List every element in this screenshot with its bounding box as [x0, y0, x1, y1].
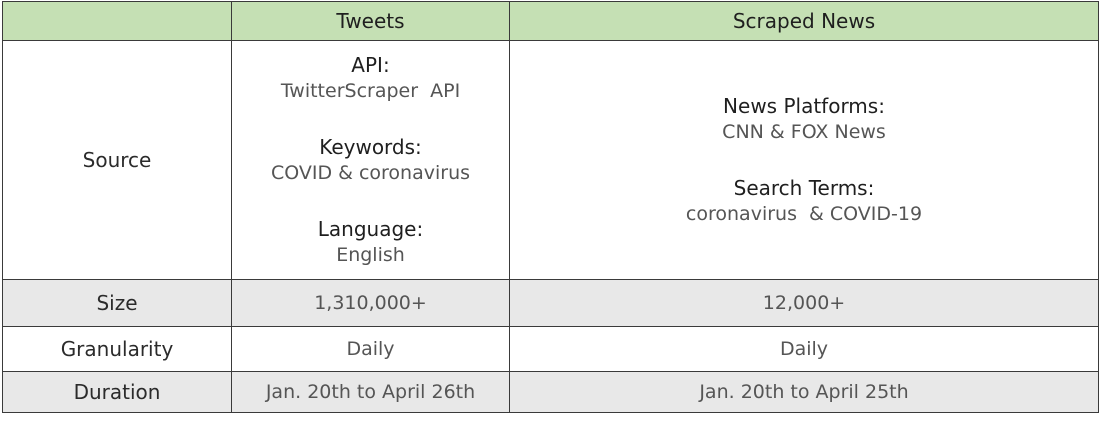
language-value: English: [336, 244, 405, 266]
duration-news-cell: Jan. 20th to April 25th: [509, 371, 1099, 413]
column-header-tweets: Tweets: [231, 1, 510, 41]
source-tweets-cell: API: TwitterScraper API Keywords: COVID …: [231, 40, 510, 280]
search-terms-value: coronavirus & COVID-19: [685, 203, 923, 225]
row-label-granularity: Granularity: [2, 326, 232, 372]
news-platforms-value: CNN & FOX News: [722, 121, 886, 143]
table-row-duration: Duration Jan. 20th to April 26th Jan. 20…: [2, 371, 1099, 413]
table-row-size: Size 1,310,000+ 12,000+: [2, 279, 1099, 327]
row-label-size: Size: [2, 279, 232, 327]
granularity-tweets-cell: Daily: [231, 326, 510, 372]
keywords-label: Keywords:: [319, 135, 422, 159]
comparison-table: Tweets Scraped News Source API: TwitterS…: [2, 1, 1099, 413]
keywords-value: COVID & coronavirus: [270, 162, 471, 184]
size-tweets-cell: 1,310,000+: [231, 279, 510, 327]
news-platforms-label: News Platforms:: [723, 94, 885, 118]
table-row-source: Source API: TwitterScraper API Keywords:…: [2, 40, 1099, 280]
row-label-duration: Duration: [2, 371, 232, 413]
header-row: Tweets Scraped News: [2, 1, 1099, 41]
source-news-cell: News Platforms: CNN & FOX News Search Te…: [509, 40, 1099, 280]
api-value: TwitterScraper API: [280, 80, 461, 102]
search-terms-label: Search Terms:: [733, 176, 875, 200]
language-label: Language:: [317, 217, 424, 241]
duration-tweets-cell: Jan. 20th to April 26th: [231, 371, 510, 413]
table-row-granularity: Granularity Daily Daily: [2, 326, 1099, 372]
api-label: API:: [351, 53, 390, 77]
header-corner-cell: [2, 1, 232, 41]
row-label-source: Source: [2, 40, 232, 280]
granularity-news-cell: Daily: [509, 326, 1099, 372]
size-news-cell: 12,000+: [509, 279, 1099, 327]
column-header-scraped-news: Scraped News: [509, 1, 1099, 41]
